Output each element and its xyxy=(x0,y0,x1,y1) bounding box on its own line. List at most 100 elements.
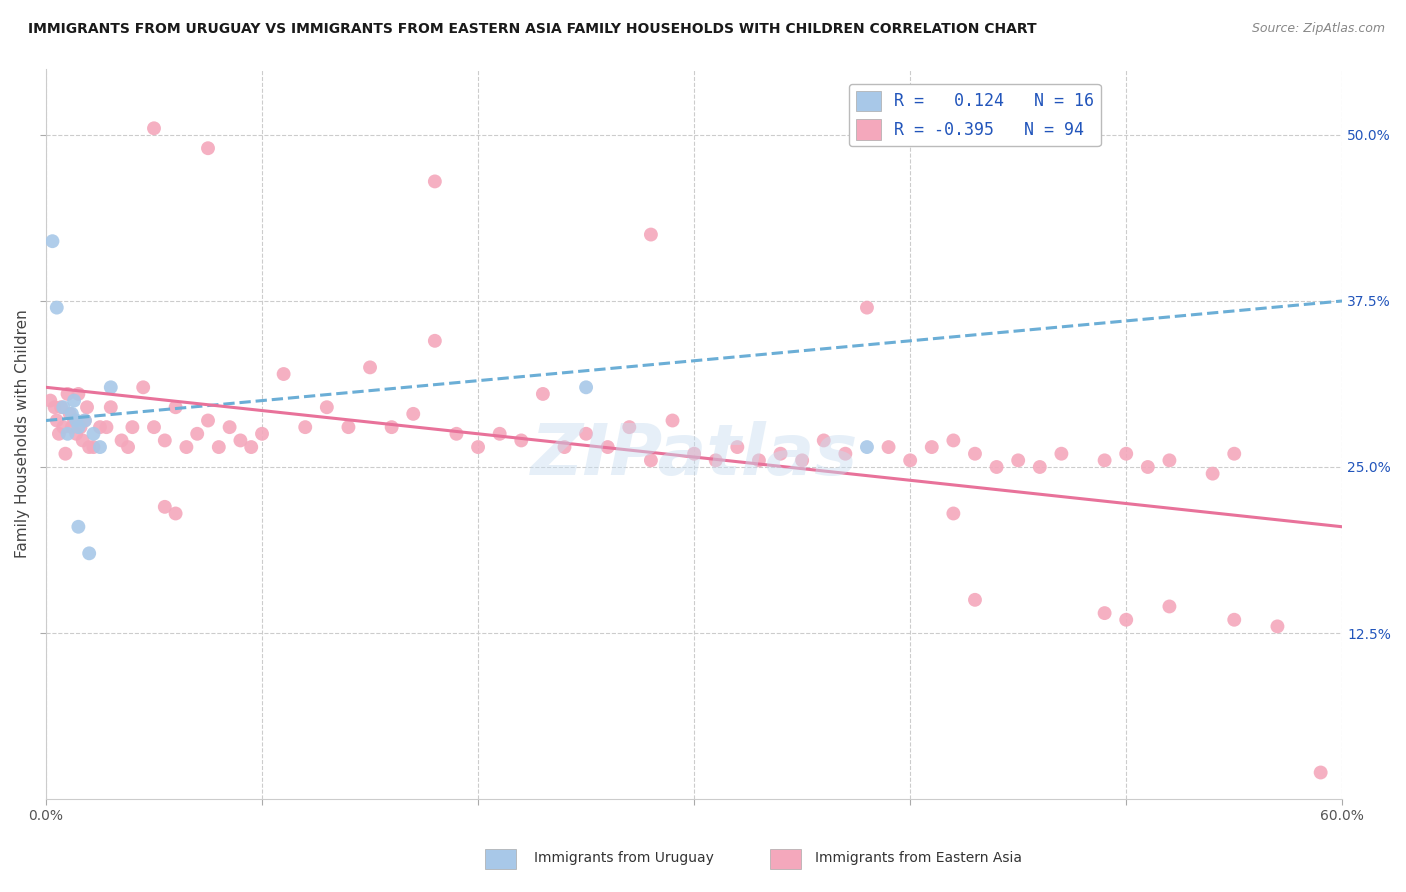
Point xyxy=(834,447,856,461)
Point xyxy=(1007,453,1029,467)
Point xyxy=(1223,613,1246,627)
Point xyxy=(575,426,598,441)
Point xyxy=(467,440,489,454)
Point xyxy=(856,301,879,315)
Point xyxy=(229,434,252,448)
Point xyxy=(55,447,77,461)
Point xyxy=(65,413,87,427)
Point xyxy=(165,507,187,521)
Point xyxy=(1309,765,1331,780)
Point xyxy=(898,453,921,467)
Point xyxy=(1094,606,1116,620)
Point xyxy=(575,380,598,394)
Point xyxy=(197,413,219,427)
Point xyxy=(250,426,273,441)
Point xyxy=(89,440,111,454)
Point xyxy=(63,413,86,427)
Point xyxy=(725,440,748,454)
Point xyxy=(488,426,510,441)
Point xyxy=(1050,447,1073,461)
Point xyxy=(402,407,425,421)
Point xyxy=(359,360,381,375)
Point xyxy=(143,420,166,434)
Text: ZIPatlas: ZIPatlas xyxy=(530,421,858,491)
Point xyxy=(1136,460,1159,475)
Point xyxy=(813,434,835,448)
Point xyxy=(553,440,575,454)
Point xyxy=(44,401,66,415)
Point xyxy=(186,426,208,441)
Point xyxy=(1115,447,1137,461)
Point xyxy=(381,420,404,434)
Point xyxy=(1223,447,1246,461)
Point xyxy=(856,440,879,454)
Point xyxy=(56,387,79,401)
Point xyxy=(52,420,75,434)
Point xyxy=(165,401,187,415)
Point xyxy=(1115,613,1137,627)
Point xyxy=(315,401,337,415)
Point xyxy=(1029,460,1052,475)
Point xyxy=(96,420,118,434)
Point xyxy=(218,420,240,434)
Point xyxy=(963,447,986,461)
Point xyxy=(67,420,90,434)
Point xyxy=(59,407,82,421)
Point xyxy=(640,453,662,467)
Point xyxy=(65,426,87,441)
Point xyxy=(792,453,814,467)
Point xyxy=(942,434,965,448)
Point xyxy=(41,234,63,248)
Point xyxy=(661,413,683,427)
Point xyxy=(56,426,79,441)
Point xyxy=(77,440,100,454)
Point xyxy=(273,367,295,381)
Point xyxy=(619,420,641,434)
Point xyxy=(77,546,100,560)
Point xyxy=(100,380,122,394)
Point xyxy=(176,440,198,454)
Text: Immigrants from Eastern Asia: Immigrants from Eastern Asia xyxy=(815,851,1022,865)
Point xyxy=(596,440,619,454)
Point xyxy=(69,420,91,434)
Point xyxy=(1267,619,1289,633)
Point xyxy=(986,460,1008,475)
Point xyxy=(89,420,111,434)
Point xyxy=(1201,467,1223,481)
Point xyxy=(1159,453,1181,467)
Point xyxy=(769,447,792,461)
Point xyxy=(143,121,166,136)
Point xyxy=(683,447,706,461)
Point xyxy=(83,440,105,454)
Point xyxy=(60,420,83,434)
Point xyxy=(83,426,105,441)
Point xyxy=(121,420,143,434)
Point xyxy=(423,174,446,188)
Point xyxy=(67,520,90,534)
Point xyxy=(640,227,662,242)
Point xyxy=(110,434,132,448)
Point xyxy=(73,413,96,427)
Point xyxy=(132,380,155,394)
Point xyxy=(240,440,263,454)
Point xyxy=(197,141,219,155)
Text: Source: ZipAtlas.com: Source: ZipAtlas.com xyxy=(1251,22,1385,36)
Legend: R =   0.124   N = 16, R = -0.395   N = 94: R = 0.124 N = 16, R = -0.395 N = 94 xyxy=(849,84,1101,146)
Point xyxy=(117,440,139,454)
Point xyxy=(76,401,98,415)
Point xyxy=(39,393,62,408)
Point xyxy=(73,413,96,427)
Point xyxy=(1159,599,1181,614)
Point xyxy=(72,434,94,448)
Point xyxy=(942,507,965,521)
Point xyxy=(208,440,231,454)
Text: IMMIGRANTS FROM URUGUAY VS IMMIGRANTS FROM EASTERN ASIA FAMILY HOUSEHOLDS WITH C: IMMIGRANTS FROM URUGUAY VS IMMIGRANTS FR… xyxy=(28,22,1036,37)
Point xyxy=(337,420,360,434)
Point xyxy=(45,301,67,315)
Y-axis label: Family Households with Children: Family Households with Children xyxy=(15,310,30,558)
Point xyxy=(52,401,75,415)
Point xyxy=(100,401,122,415)
Point xyxy=(921,440,943,454)
Point xyxy=(423,334,446,348)
Point xyxy=(446,426,468,441)
